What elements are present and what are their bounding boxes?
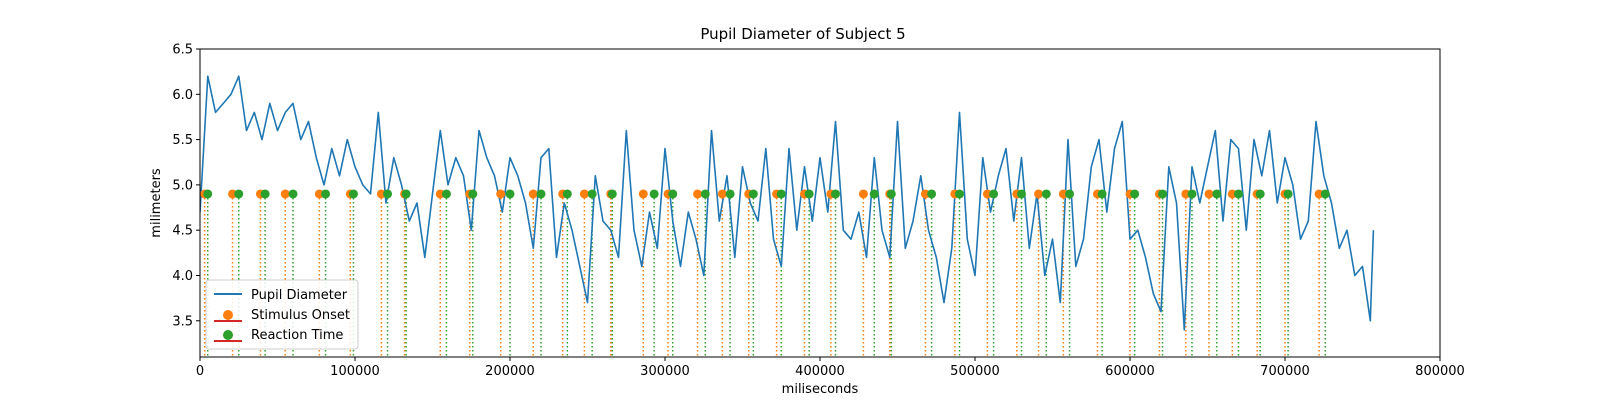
x-tick-label: 200000: [485, 364, 535, 379]
reaction-time-marker: [441, 189, 451, 199]
legend: Pupil Diameter Stimulus Onset Reaction T…: [205, 279, 359, 350]
reaction-time-marker: [1041, 189, 1051, 199]
reaction-time-marker: [1065, 189, 1075, 199]
reaction-time-marker: [1187, 189, 1197, 199]
reaction-time-marker: [869, 189, 879, 199]
stimulus-onset-marker: [376, 189, 386, 199]
reaction-time-marker: [748, 189, 758, 199]
reaction-time-marker: [401, 189, 411, 199]
x-tick-label: 400000: [795, 364, 845, 379]
stimulus-onset-marker: [717, 189, 727, 199]
reaction-time-marker: [562, 189, 572, 199]
reaction-time-marker: [927, 189, 937, 199]
y-tick-label: 5.5: [172, 133, 193, 148]
reaction-time-marker: [260, 189, 270, 199]
stimulus-onset-marker: [920, 189, 930, 199]
stimulus-onset-marker: [982, 189, 992, 199]
stimulus-onset-marker: [579, 189, 589, 199]
reaction-time-marker: [1212, 189, 1222, 199]
stimulus-onset-marker: [1034, 189, 1044, 199]
markers-layer: [200, 189, 1330, 199]
reaction-time-marker: [321, 189, 331, 199]
reaction-time-marker: [886, 189, 896, 199]
y-axis-title: milimeters: [149, 168, 164, 238]
reaction-time-marker: [1158, 189, 1168, 199]
reaction-time-marker: [383, 189, 393, 199]
x-axis-title: miliseconds: [782, 382, 859, 397]
reaction-time-marker: [1320, 189, 1330, 199]
stimulus-onset-marker: [528, 189, 538, 199]
reaction-time-marker: [587, 189, 597, 199]
stimulus-onset-marker: [435, 189, 445, 199]
reaction-time-marker: [955, 189, 964, 199]
line-layer: [200, 75, 1375, 331]
reaction-time-marker: [607, 189, 617, 199]
stimulus-onset-marker: [1314, 189, 1324, 199]
reaction-time-marker: [348, 189, 358, 199]
legend-box: [205, 279, 359, 350]
reaction-time-marker: [700, 189, 710, 199]
stimulus-onset-marker: [638, 189, 648, 199]
stimulus-onset-marker: [496, 189, 506, 199]
reaction-time-marker: [831, 189, 840, 199]
x-tick-label: 700000: [1260, 364, 1310, 379]
chart-title: Pupil Diameter of Subject 5: [700, 25, 905, 43]
reaction-time-marker: [725, 189, 735, 199]
stimulus-onset-marker: [280, 189, 290, 199]
pupil-diameter-line: [200, 75, 1375, 331]
stimulus-onset-marker: [228, 189, 238, 199]
reaction-time-marker: [288, 189, 298, 199]
stimulus-onset-marker: [1227, 189, 1237, 199]
y-tick-label: 3.5: [172, 314, 193, 329]
legend-pupil-diameter-label: Pupil Diameter: [251, 288, 348, 303]
x-tick-label: 500000: [950, 364, 1000, 379]
x-axis: 0 100000 200000 300000 400000 500000 600000 700…: [196, 357, 1465, 379]
x-tick-label: 300000: [640, 364, 690, 379]
reaction-time-marker: [468, 189, 478, 199]
reaction-time-marker: [1017, 189, 1026, 199]
stimulus-onset-marker: [858, 189, 868, 199]
reaction-time-marker: [234, 189, 244, 199]
reaction-time-marker: [1283, 189, 1293, 199]
reaction-time-marker: [804, 189, 814, 199]
legend-stimulus-onset-label: Stimulus Onset: [251, 308, 350, 323]
x-tick-label: 0: [196, 364, 204, 379]
y-tick-label: 5.0: [172, 178, 193, 193]
stimulus-onset-marker: [1204, 189, 1214, 199]
reaction-time-marker: [203, 189, 213, 199]
reaction-time-marker: [989, 189, 999, 199]
stimulus-onset-marker: [693, 189, 703, 199]
reaction-time-marker: [1255, 189, 1265, 199]
stimulus-onset-marker: [314, 189, 324, 199]
reaction-time-marker: [776, 189, 786, 199]
y-tick-label: 6.0: [172, 88, 193, 103]
x-tick-label: 800000: [1415, 364, 1465, 379]
stimulus-onset-marker: [1058, 189, 1068, 199]
x-tick-label: 100000: [330, 364, 380, 379]
reaction-time-marker: [505, 189, 515, 199]
y-axis: 3.5 4.0 4.5 5.0 5.5 6.0 6.5: [172, 43, 200, 329]
legend-stimulus-onset-marker: [223, 310, 233, 320]
reaction-time-marker: [668, 189, 678, 199]
y-tick-label: 6.5: [172, 43, 193, 58]
y-tick-label: 4.0: [172, 269, 193, 284]
reaction-time-marker: [649, 189, 659, 199]
reaction-time-marker: [1130, 189, 1140, 199]
y-tick-label: 4.5: [172, 224, 193, 239]
reaction-time-marker: [536, 189, 546, 199]
stimulus-onset-marker: [1181, 189, 1191, 199]
legend-reaction-time-marker: [223, 330, 233, 340]
legend-reaction-time-label: Reaction Time: [251, 328, 343, 343]
reaction-time-marker: [1097, 189, 1107, 199]
reaction-time-marker: [1234, 189, 1243, 199]
x-tick-label: 600000: [1105, 364, 1155, 379]
